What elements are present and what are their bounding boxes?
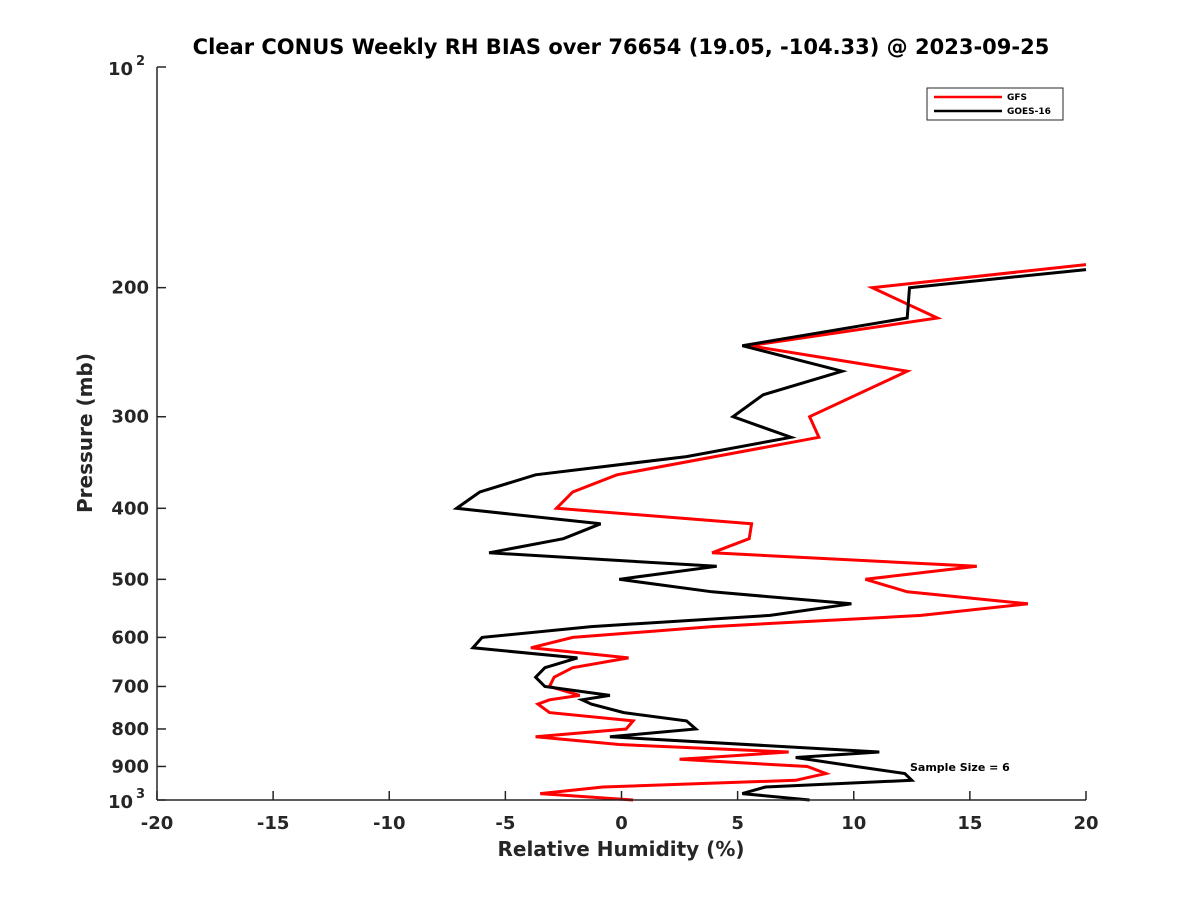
legend-label-gfs: GFS [1007, 93, 1027, 103]
x-tick-label: -15 [257, 813, 290, 834]
series-line-goes16 [452, 268, 1087, 802]
y-axis-label: Pressure (mb) [73, 353, 97, 513]
y-tick-exponent: 2 [136, 54, 145, 69]
y-tick-label: 600 [111, 627, 149, 648]
y-tick-label-decade: 10 [108, 59, 133, 80]
x-tick-label: 20 [1073, 813, 1098, 834]
sample-size-annotation: Sample Size = 6 [910, 761, 1010, 774]
legend-label-goes16: GOES-16 [1007, 107, 1051, 117]
x-ticks: -20 -15 -10 -5 0 5 10 15 20 [141, 791, 1099, 834]
y-tick-label: 200 [111, 278, 149, 299]
y-tick-label: 300 [111, 407, 149, 428]
legend: GFS GOES-16 [926, 87, 1064, 121]
chart-title: Clear CONUS Weekly RH BIAS over 76654 (1… [193, 35, 1050, 59]
y-tick-label: 900 [111, 756, 149, 777]
y-tick-label: 700 [111, 676, 149, 697]
x-tick-label: -10 [373, 813, 406, 834]
y-tick-exponent: 3 [136, 787, 145, 802]
legend-box [926, 87, 1064, 121]
y-tick-label: 400 [111, 498, 149, 519]
x-axis-label: Relative Humidity (%) [497, 837, 744, 861]
y-tick-label: 800 [111, 719, 149, 740]
series-lines [452, 263, 1087, 802]
series-line-gfs [530, 263, 1087, 802]
y-tick-label-decade: 10 [108, 792, 133, 813]
x-tick-label: 10 [841, 813, 866, 834]
x-tick-label: 0 [615, 813, 628, 834]
x-tick-label: 15 [957, 813, 982, 834]
x-tick-label: 5 [731, 813, 744, 834]
x-tick-label: -20 [141, 813, 174, 834]
x-tick-label: -5 [495, 813, 515, 834]
y-tick-label: 500 [111, 569, 149, 590]
